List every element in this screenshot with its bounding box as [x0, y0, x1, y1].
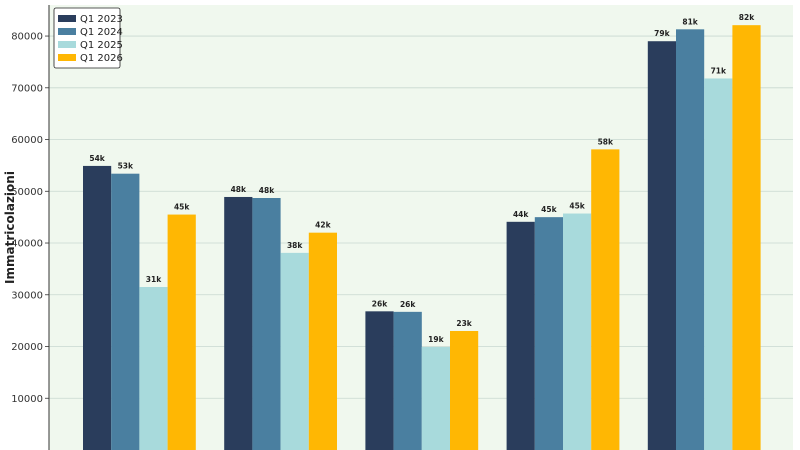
y-tick-label: 50000 [11, 187, 43, 198]
bar-value-label: 48k [231, 185, 247, 194]
bar-value-label: 45k [174, 203, 190, 212]
bar-value-label: 23k [456, 319, 472, 328]
y-tick-label: 30000 [11, 290, 43, 301]
bar-value-label: 44k [513, 210, 529, 219]
bar [83, 165, 112, 450]
bar [139, 287, 168, 450]
y-tick-label: 40000 [11, 239, 43, 250]
bar-value-label: 31k [146, 275, 162, 284]
bar [421, 347, 450, 450]
legend-swatch [58, 28, 76, 35]
bar-value-label: 79k [654, 29, 670, 38]
y-tick-label: 70000 [11, 83, 43, 94]
bar [591, 149, 620, 450]
y-tick-label: 80000 [11, 32, 43, 43]
y-tick-label: 60000 [11, 135, 43, 146]
legend-label: Q1 2023 [80, 14, 123, 25]
bar [506, 221, 535, 450]
bar [732, 25, 761, 450]
legend: Q1 2023 Q1 2024 Q1 2025 Q1 2026 [53, 7, 123, 69]
bar-value-label: 58k [598, 137, 614, 146]
bar [647, 41, 676, 450]
bar-value-label: 45k [541, 205, 557, 214]
legend-label: Q1 2025 [80, 40, 123, 51]
bar-value-labels: 54k 53k 31k 45k 48k 48k 38k 42k 26k 26k 19k 23k 44k 4… [89, 13, 755, 344]
bar [224, 196, 253, 450]
legend-swatch [58, 15, 76, 22]
bar-value-label: 19k [428, 335, 444, 344]
y-tick-label: 20000 [11, 342, 43, 353]
bar-value-label: 81k [682, 17, 698, 26]
legend-swatch [58, 54, 76, 61]
bar-value-label: 45k [569, 202, 585, 211]
bar-value-label: 53k [118, 162, 134, 171]
bar-value-label: 54k [89, 154, 105, 163]
bar [252, 198, 281, 450]
bar [704, 78, 733, 450]
bars [83, 25, 761, 450]
bar [393, 311, 422, 450]
bar [167, 214, 196, 450]
bar [563, 213, 592, 450]
bar [280, 252, 309, 450]
bar-value-label: 38k [287, 241, 303, 250]
bar-value-label: 82k [739, 13, 755, 22]
legend-label: Q1 2026 [80, 53, 123, 64]
legend-swatch [58, 41, 76, 48]
bar [308, 232, 337, 450]
y-tick-labels: 10000 20000 30000 40000 50000 60000 70000 80000 [11, 32, 49, 405]
legend-label: Q1 2024 [80, 27, 123, 38]
bar [111, 173, 140, 450]
legend-box [53, 7, 121, 69]
bar-value-label: 26k [400, 300, 416, 309]
bar [365, 311, 394, 450]
bar-value-label: 26k [372, 299, 388, 308]
bar [534, 217, 563, 450]
bar-value-label: 48k [259, 186, 275, 195]
y-axis-label: Immatricolazioni [3, 171, 17, 284]
bar-value-label: 71k [711, 66, 727, 75]
bar [450, 330, 479, 450]
y-tick-label: 10000 [11, 394, 43, 405]
bar [676, 29, 705, 450]
bar-value-label: 42k [315, 221, 331, 230]
